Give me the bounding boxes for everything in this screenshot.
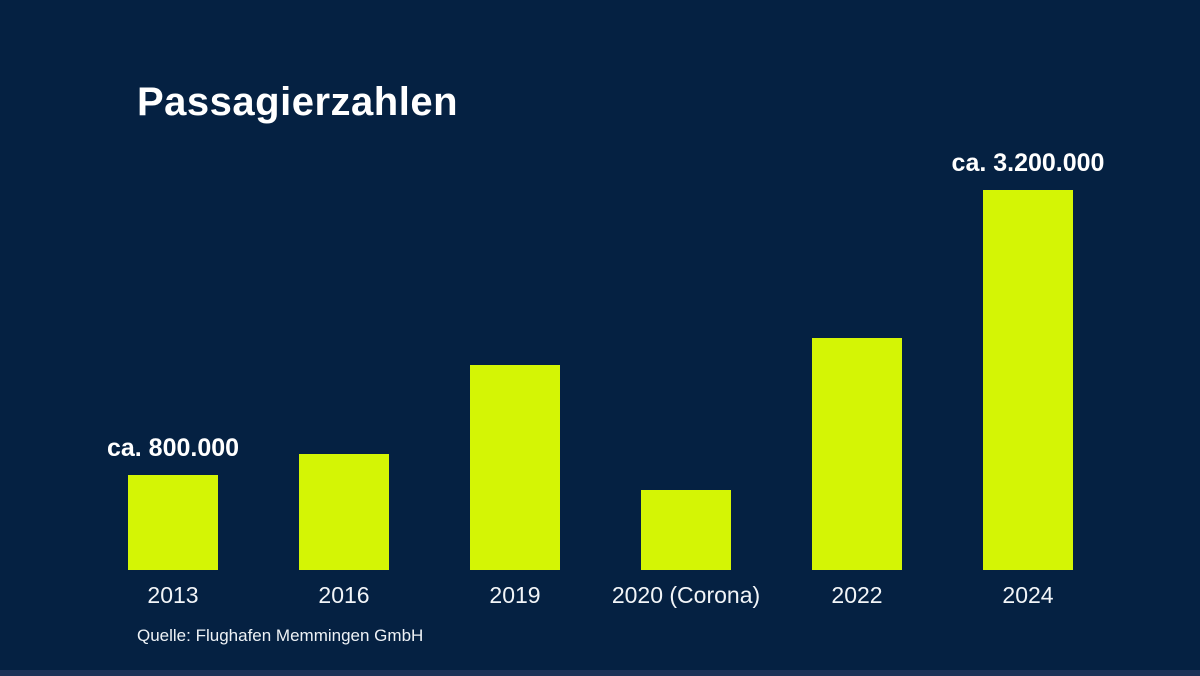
footer-band xyxy=(0,670,1200,676)
bar xyxy=(128,475,218,570)
x-axis-label: 2016 xyxy=(318,582,370,608)
source-note: Quelle: Flughafen Memmingen GmbH xyxy=(137,626,424,645)
x-axis-label: 2022 xyxy=(831,582,883,608)
bar-chart: ca. 800.000 2013 2016 2019 2020 (Corona) 2022… xyxy=(107,0,1105,608)
bar xyxy=(299,454,389,570)
bar-column: ca. 3.200.000 2024 xyxy=(952,0,1105,608)
bar-column: ca. 800.000 2013 xyxy=(107,0,239,608)
bar-column: 2016 xyxy=(299,0,389,608)
value-label: ca. 3.200.000 xyxy=(951,149,1105,177)
bar xyxy=(641,490,731,570)
bar xyxy=(983,190,1073,570)
x-axis-label: 2024 xyxy=(1002,582,1054,608)
bar xyxy=(470,365,560,570)
bar-column: 2022 xyxy=(812,0,902,608)
bar xyxy=(812,338,902,570)
x-axis-label: 2019 xyxy=(489,582,541,608)
bar-column: 2019 xyxy=(470,0,560,608)
x-axis-label: 2013 xyxy=(147,582,199,608)
value-label: ca. 800.000 xyxy=(106,434,240,462)
bar-column: 2020 (Corona) xyxy=(612,0,760,608)
chart-title: Passagierzahlen xyxy=(137,80,458,124)
x-axis-label: 2020 (Corona) xyxy=(611,582,761,608)
